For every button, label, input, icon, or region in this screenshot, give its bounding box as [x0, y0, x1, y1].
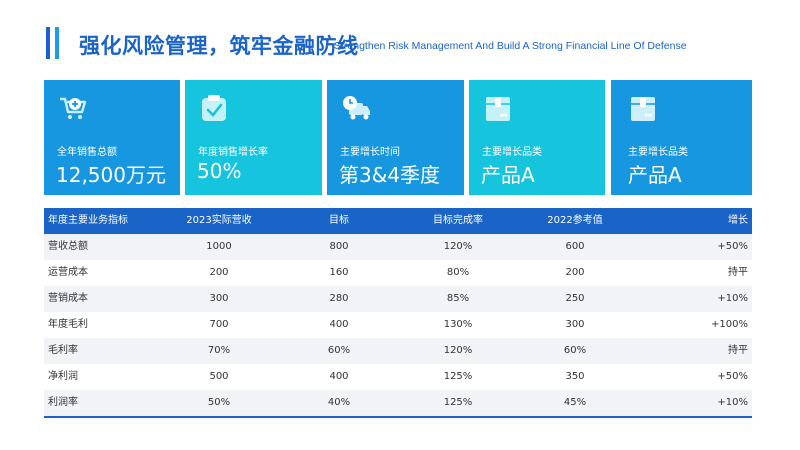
table-row: 年度毛利 700 400 130% 300 +100% — [44, 312, 752, 338]
cell-reference-2022: 300 — [565, 319, 585, 330]
package-box-icon — [631, 97, 655, 121]
cell-actual-2023: 200 — [209, 267, 229, 278]
cell-completion-rate: 130% — [443, 319, 473, 330]
kpi-card-growth-rate: 年度销售增长率 50% — [185, 80, 322, 195]
header-growth: 增长 — [728, 215, 748, 226]
cell-actual-2023: 1000 — [206, 241, 232, 252]
cell-metric: 净利润 — [48, 371, 78, 382]
kpi-value: 12,500万元 — [56, 163, 166, 187]
header-completion-rate: 目标完成率 — [433, 215, 483, 226]
table-row: 净利润 500 400 125% 350 +50% — [44, 364, 752, 390]
cell-reference-2022: 600 — [565, 241, 585, 252]
cell-growth: 持平 — [728, 345, 748, 356]
delivery-truck-clock-icon — [343, 96, 370, 120]
kpi-label: 年度销售增长率 — [198, 147, 268, 158]
cell-completion-rate: 120% — [443, 241, 473, 252]
cell-metric: 营销成本 — [48, 293, 88, 304]
cell-growth: +50% — [717, 371, 748, 382]
cell-reference-2022: 45% — [563, 397, 587, 408]
table-row: 利润率 50% 40% 125% 45% +10% — [44, 390, 752, 416]
cell-completion-rate: 80% — [446, 267, 470, 278]
cell-metric: 运营成本 — [48, 267, 88, 278]
cell-reference-2022: 350 — [565, 371, 585, 382]
cell-target: 160 — [329, 267, 349, 278]
table-header-row: 年度主要业务指标 2023实际营收 目标 目标完成率 2022参考值 增长 — [44, 208, 752, 234]
cell-growth: +10% — [717, 397, 748, 408]
table-body: 营收总额 1000 800 120% 600 +50% 运营成本 200 160 80% 200 持平… — [44, 234, 752, 416]
cell-completion-rate: 125% — [443, 371, 473, 382]
cell-target: 60% — [327, 345, 351, 356]
header-target: 目标 — [329, 215, 349, 226]
cell-target: 400 — [329, 319, 349, 330]
cell-target: 800 — [329, 241, 349, 252]
kpi-cards: 全年销售总额 12,500万元 年度销售增长率 50% 主要增长时间 第3&4季… — [44, 80, 752, 195]
table-row: 营销成本 300 280 85% 250 +10% — [44, 286, 752, 312]
kpi-value: 50% — [197, 159, 242, 183]
cell-growth: 持平 — [728, 267, 748, 278]
table-row: 运营成本 200 160 80% 200 持平 — [44, 260, 752, 286]
cell-reference-2022: 250 — [565, 293, 585, 304]
clipboard-check-icon — [202, 95, 226, 121]
kpi-value: 产品A — [481, 163, 535, 187]
cell-metric: 年度毛利 — [48, 319, 88, 330]
cell-actual-2023: 300 — [209, 293, 229, 304]
kpi-label: 全年销售总额 — [57, 147, 117, 158]
header-2023-actual: 2023实际营收 — [186, 215, 252, 226]
kpi-label: 主要增长品类 — [482, 147, 542, 158]
table-row: 毛利率 70% 60% 120% 60% 持平 — [44, 338, 752, 364]
header-metric: 年度主要业务指标 — [48, 215, 128, 226]
cell-completion-rate: 120% — [443, 345, 473, 356]
package-box-icon — [486, 97, 510, 121]
cell-target: 280 — [329, 293, 349, 304]
title-accent-bars — [46, 27, 60, 59]
kpi-label: 主要增长时间 — [340, 147, 400, 158]
cell-actual-2023: 70% — [207, 345, 231, 356]
table-bottom-rule — [44, 416, 752, 418]
cell-actual-2023: 700 — [209, 319, 229, 330]
header-2022-reference: 2022参考值 — [547, 215, 603, 226]
cell-metric: 营收总额 — [48, 241, 88, 252]
cell-metric: 利润率 — [48, 397, 78, 408]
cell-reference-2022: 200 — [565, 267, 585, 278]
business-metrics-table: 年度主要业务指标 2023实际营收 目标 目标完成率 2022参考值 增长 营收… — [44, 208, 752, 418]
cell-actual-2023: 500 — [209, 371, 229, 382]
kpi-value: 产品A — [628, 163, 682, 187]
page-subtitle: Strengthen Risk Management And Build A S… — [334, 40, 687, 52]
kpi-card-growth-category-2: 主要增长品类 产品A — [611, 80, 752, 195]
cell-growth: +50% — [717, 241, 748, 252]
cell-actual-2023: 50% — [207, 397, 231, 408]
kpi-label: 主要增长品类 — [628, 147, 688, 158]
cell-completion-rate: 125% — [443, 397, 473, 408]
cell-growth: +100% — [711, 319, 748, 330]
page-title: 强化风险管理，筑牢金融防线 — [79, 34, 359, 58]
table-row: 营收总额 1000 800 120% 600 +50% — [44, 234, 752, 260]
kpi-card-growth-time: 主要增长时间 第3&4季度 — [327, 80, 464, 195]
cell-metric: 毛利率 — [48, 345, 78, 356]
kpi-card-total-sales: 全年销售总额 12,500万元 — [44, 80, 180, 195]
shopping-cart-add-icon — [60, 97, 87, 119]
kpi-value: 第3&4季度 — [339, 163, 441, 187]
kpi-card-growth-category: 主要增长品类 产品A — [469, 80, 605, 195]
cell-growth: +10% — [717, 293, 748, 304]
cell-target: 40% — [327, 397, 351, 408]
cell-reference-2022: 60% — [563, 345, 587, 356]
cell-target: 400 — [329, 371, 349, 382]
cell-completion-rate: 85% — [446, 293, 470, 304]
